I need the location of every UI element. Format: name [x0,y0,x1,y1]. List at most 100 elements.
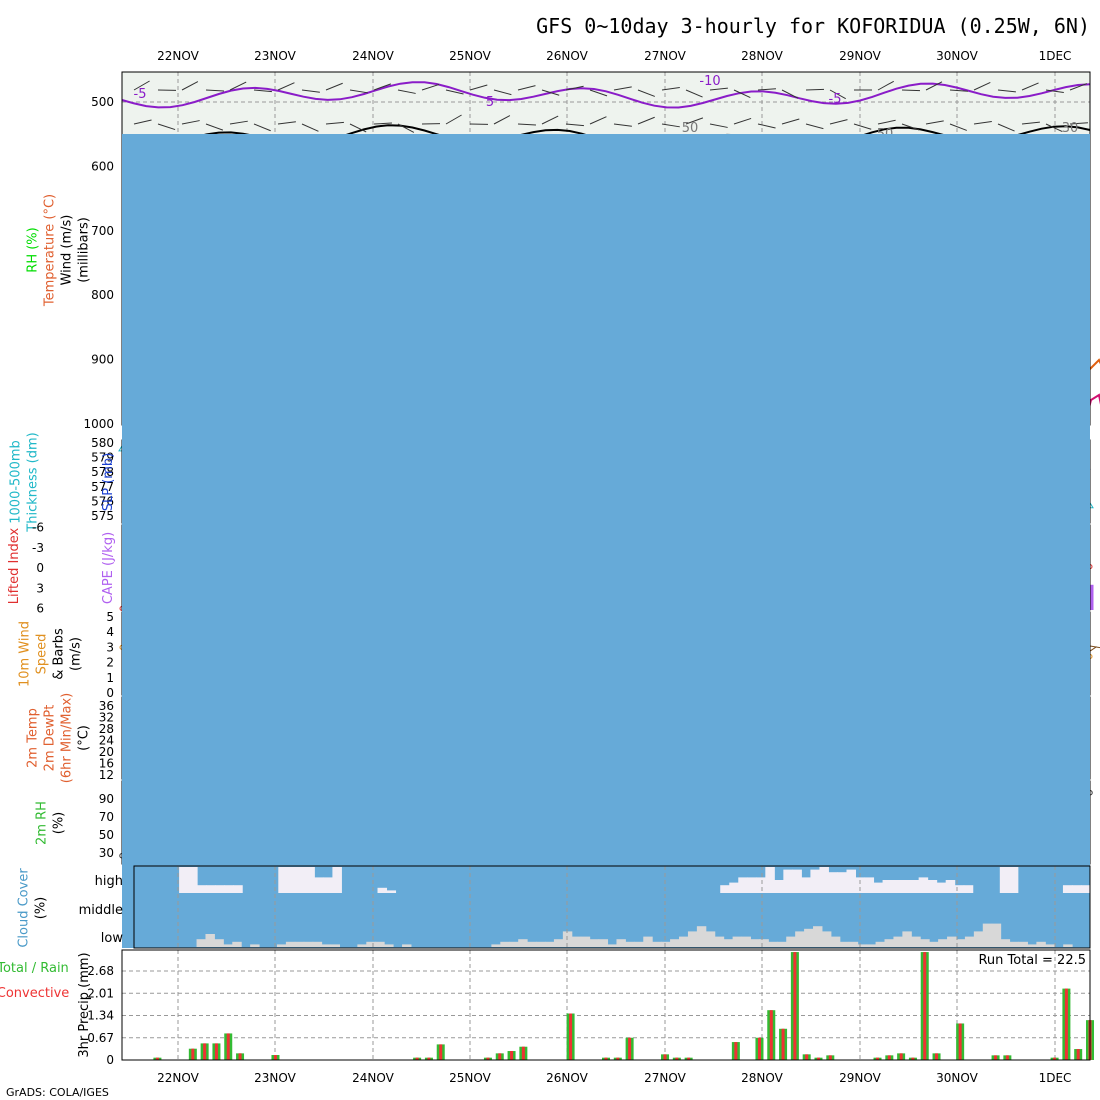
wind-barb [229,120,248,125]
wind-barb [901,89,921,92]
cloud-bar [314,877,324,893]
wind-barb [829,89,846,100]
wind-barb [277,82,295,91]
cloud-bar [768,941,778,947]
date-label: 29NOV [839,49,881,63]
wind-barb [133,119,152,125]
y-tick-label: 16 [99,757,114,771]
cloud-bar [795,931,805,947]
precip-convective-bar [663,1054,667,1060]
y-tick-label: 32 [99,711,114,725]
wind-barb [805,123,824,130]
cloud-bar [747,877,757,893]
panel-border [121,949,1091,1061]
cloud-bar [312,941,323,947]
date-label: 28NOV [741,49,783,63]
wind-barb [949,123,967,131]
cloud-bar [205,934,215,947]
contour-label: -10 [699,74,720,89]
cloud-bar [625,941,635,947]
cloud-bar [777,941,787,947]
axis-label: SLP (mb) [101,453,116,512]
precip-convective-bar [769,1010,773,1060]
cloud-bar [562,931,573,947]
precip-convective-bar [675,1057,679,1060]
cloud-bar [828,872,838,893]
cloud-bar [303,941,314,947]
cloud-bar [536,941,546,947]
cloud-bar [285,941,296,947]
wind-barb [661,123,680,128]
y-tick-label: 578 [91,465,114,479]
cloud-bar [857,944,868,947]
date-label: 30NOV [936,1071,978,1085]
cloud-bar [332,867,342,893]
y-tick-label: 580 [91,436,114,450]
precip-convective-bar [734,1042,738,1060]
wind-barb [565,123,584,127]
cloud-bar [616,939,626,947]
wind-barb [925,81,943,91]
contour-label: 30 [1062,121,1079,136]
precip-convective-bar [273,1055,277,1060]
cloud-bar [759,939,769,947]
cloud-bar [973,931,984,947]
cloud-bar [911,936,921,947]
cloud-bar [696,926,707,947]
cloud-bar [756,877,766,893]
cloud-bar [679,936,689,947]
wind-barb [373,122,393,125]
axis-label: Temperature (°C) [43,194,58,307]
y-tick-label: 0 [36,561,44,575]
precip-convective-bar [923,952,927,1060]
cloud-bar [813,926,823,947]
cloud-bar [233,885,243,893]
cloud-bar [294,941,305,947]
cloud-bar [377,887,388,893]
y-tick-label: 5 [106,610,114,624]
precip-convective-bar [214,1043,218,1060]
wind-barb [973,120,992,125]
cloud-bar [991,923,1002,947]
cloud-bar [278,867,288,893]
precip-convective-bar [816,1057,820,1060]
date-label: 27NOV [644,49,686,63]
wind-barb [853,123,872,130]
precip-convective-bar [521,1046,525,1060]
panel-border [133,865,1091,949]
cloud-bar [848,941,859,947]
wind-barb [781,118,800,125]
cloud-bar [232,941,242,947]
y-tick-label: 1000 [83,417,114,431]
wind-barb [877,119,896,125]
y-tick-label: 700 [91,224,114,238]
contour-label: -5 [134,87,147,102]
wind-barb [757,123,776,129]
wind-barb [541,89,560,96]
cloud-bar [774,880,784,893]
wind-barb [517,85,536,91]
cloud-bar [750,939,760,947]
wind-barb [181,81,199,91]
contour-label: -5 [829,92,842,107]
cloud-bar [947,936,957,947]
cloud-bar [544,941,555,947]
axis-label: Speed [35,634,50,675]
cloud-bar [714,936,725,947]
axis-label: 2m RH [35,801,50,845]
date-label: 26NOV [546,1071,588,1085]
wind-barb [901,123,920,131]
cloud-bar [846,869,857,893]
wind-barb [877,80,894,91]
cloud-bar [936,882,947,893]
cloud-bar [900,880,911,893]
cloud-bar [287,867,297,893]
wind-barb [1021,121,1040,125]
wind-barb [445,114,462,125]
precip-convective-bar [899,1053,903,1060]
date-label: 23NOV [254,49,296,63]
precip-convective-bar [994,1055,998,1060]
wind-barb [181,120,200,125]
axis-label: 1000-500mb [9,440,24,524]
y-tick-label: -3 [32,541,44,555]
